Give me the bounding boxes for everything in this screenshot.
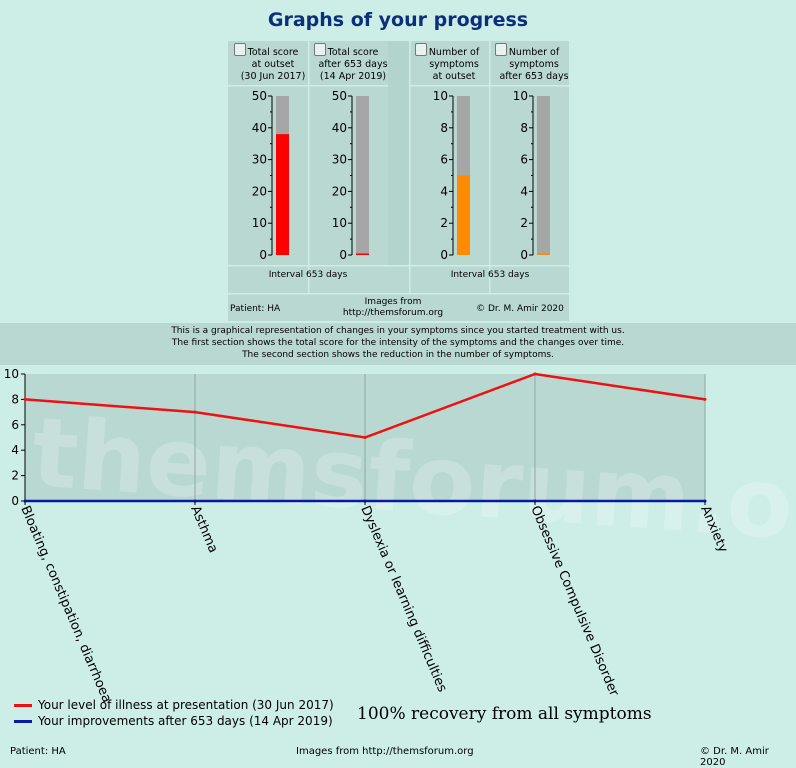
gauge-tick-label: 20 xyxy=(332,184,347,198)
legend-label: Your level of illness at presentation (3… xyxy=(38,698,334,712)
series-point-0 xyxy=(23,397,27,401)
footer-images: Images from http://themsforum.org xyxy=(296,746,474,757)
gauge-tube xyxy=(356,96,369,255)
gauge-panel: 50 40 30 20 10 0 50 40 30 20 10 0 10 8 6 4 2 0 10 8 6 4 2 0 Tot… xyxy=(228,41,569,321)
footer-patient: Patient: HA xyxy=(10,746,66,757)
gauge-tick-label: 50 xyxy=(252,89,267,103)
gauge-tick-label: 40 xyxy=(252,121,267,135)
gauge-divider xyxy=(308,41,310,293)
gauge-tick-label: 6 xyxy=(440,153,448,167)
info-line: This is a graphical representation of ch… xyxy=(171,326,625,336)
gauge-2-line2: after 653 days xyxy=(318,59,388,70)
gauge-header-1: Total score at outset (30 Jun 2017) xyxy=(228,41,308,85)
gauge-tick-label: 8 xyxy=(440,121,448,135)
y-tick-label: 6 xyxy=(11,418,19,432)
legend-item: Your level of illness at presentation (3… xyxy=(14,698,334,712)
gauge-1-line2: at outset xyxy=(251,59,295,70)
gauge-tick-label: 8 xyxy=(520,121,528,135)
gauge-tick-label: 2 xyxy=(440,216,448,230)
gauge-copyright: © Dr. M. Amir 2020 xyxy=(476,304,564,314)
gauge-2-line1: Total score xyxy=(327,47,379,58)
series-point-0 xyxy=(363,436,367,439)
info-icon[interactable] xyxy=(314,43,326,56)
y-tick-label: 2 xyxy=(11,469,19,483)
gauge-divider xyxy=(228,265,569,267)
gauge-tick-label: 4 xyxy=(520,184,528,198)
gauge-tick-label: 6 xyxy=(520,153,528,167)
gauge-tick-label: 40 xyxy=(332,121,347,135)
legend-label: Your improvements after 653 days (14 Apr… xyxy=(38,714,333,728)
info-icon[interactable] xyxy=(495,43,507,56)
gauge-divider xyxy=(489,41,491,293)
series-point-0 xyxy=(193,410,197,414)
gauge-tick-label: 20 xyxy=(252,184,267,198)
interval-right: Interval 653 days xyxy=(450,270,530,280)
gauge-tick-label: 50 xyxy=(332,89,347,103)
gauge-tick-label: 4 xyxy=(440,184,448,198)
gauge-3-line2: symptoms xyxy=(429,59,479,70)
gauge-4-line1: Number of xyxy=(508,47,560,58)
info-line: The first section shows the total score … xyxy=(171,338,625,348)
page-title: Graphs of your progress xyxy=(267,9,529,31)
gauge-gap xyxy=(388,41,409,265)
gauge-tick-label: 30 xyxy=(332,153,347,167)
footer-copyright: © Dr. M. Amir 2020 xyxy=(700,746,769,768)
gauge-fill xyxy=(537,253,550,255)
info-icon[interactable] xyxy=(415,43,427,56)
gauge-patient: Patient: HA xyxy=(230,304,281,314)
gauge-3-line1: Number of xyxy=(428,47,480,58)
gauge-images: Images from http://themsforum.org xyxy=(342,297,444,318)
gauge-fill xyxy=(457,175,470,255)
gauge-tick-label: 0 xyxy=(259,248,267,262)
gauge-tick-label: 10 xyxy=(433,89,448,103)
series-point-0 xyxy=(703,397,707,401)
gauge-tick-label: 10 xyxy=(513,89,528,103)
gauge-fill xyxy=(356,253,369,255)
gauge-1-line3: (30 Jun 2017) xyxy=(240,71,306,82)
gauge-header-4: Number of symptoms after 653 days xyxy=(489,41,569,85)
gauge-tick-label: 0 xyxy=(339,248,347,262)
info-icon[interactable] xyxy=(234,43,246,56)
info-section: This is a graphical representation of ch… xyxy=(0,323,796,365)
gauge-tick-label: 30 xyxy=(252,153,267,167)
y-tick-label: 8 xyxy=(11,392,19,406)
gauge-tick-label: 10 xyxy=(332,216,347,230)
gauge-divider xyxy=(228,293,569,295)
gauge-tube xyxy=(537,96,550,255)
info-line: The second section shows the reduction i… xyxy=(242,350,554,360)
legend-item: Your improvements after 653 days (14 Apr… xyxy=(14,714,333,728)
gauge-fill xyxy=(276,134,289,255)
y-tick-label: 0 xyxy=(11,494,19,508)
gauge-header-3: Number of symptoms at outset xyxy=(409,41,489,85)
gauge-4-line3: after 653 days xyxy=(499,71,569,82)
gauge-header-2: Total score after 653 days (14 Apr 2019) xyxy=(308,41,388,85)
y-tick-label: 4 xyxy=(11,443,19,457)
gauge-3-line3: at outset xyxy=(432,71,476,82)
series-point-0 xyxy=(533,372,537,376)
x-tick-label: Bloating, constipation, diarrhoea xyxy=(17,504,114,705)
gauge-tick-label: 2 xyxy=(520,216,528,230)
gauge-2-line3: (14 Apr 2019) xyxy=(319,71,387,82)
title-bar: Graphs of your progress xyxy=(0,0,796,36)
gauge-4-line2: symptoms xyxy=(509,59,559,70)
gauge-1-line1: Total score xyxy=(247,47,299,58)
line-chart-area: themsforum.org 0 2 4 6 8 10 Bloating, constipat… xyxy=(0,365,796,764)
gauge-tick-label: 10 xyxy=(252,216,267,230)
interval-left: Interval 653 days xyxy=(268,270,348,280)
gauge-tick-label: 0 xyxy=(520,248,528,262)
y-tick-label: 10 xyxy=(4,367,19,381)
gauge-tick-label: 0 xyxy=(440,248,448,262)
gauge-divider xyxy=(409,41,411,293)
legend-swatch-blue xyxy=(14,720,32,723)
legend-swatch-red xyxy=(14,704,32,707)
recovery-text: 100% recovery from all symptoms xyxy=(357,704,652,724)
